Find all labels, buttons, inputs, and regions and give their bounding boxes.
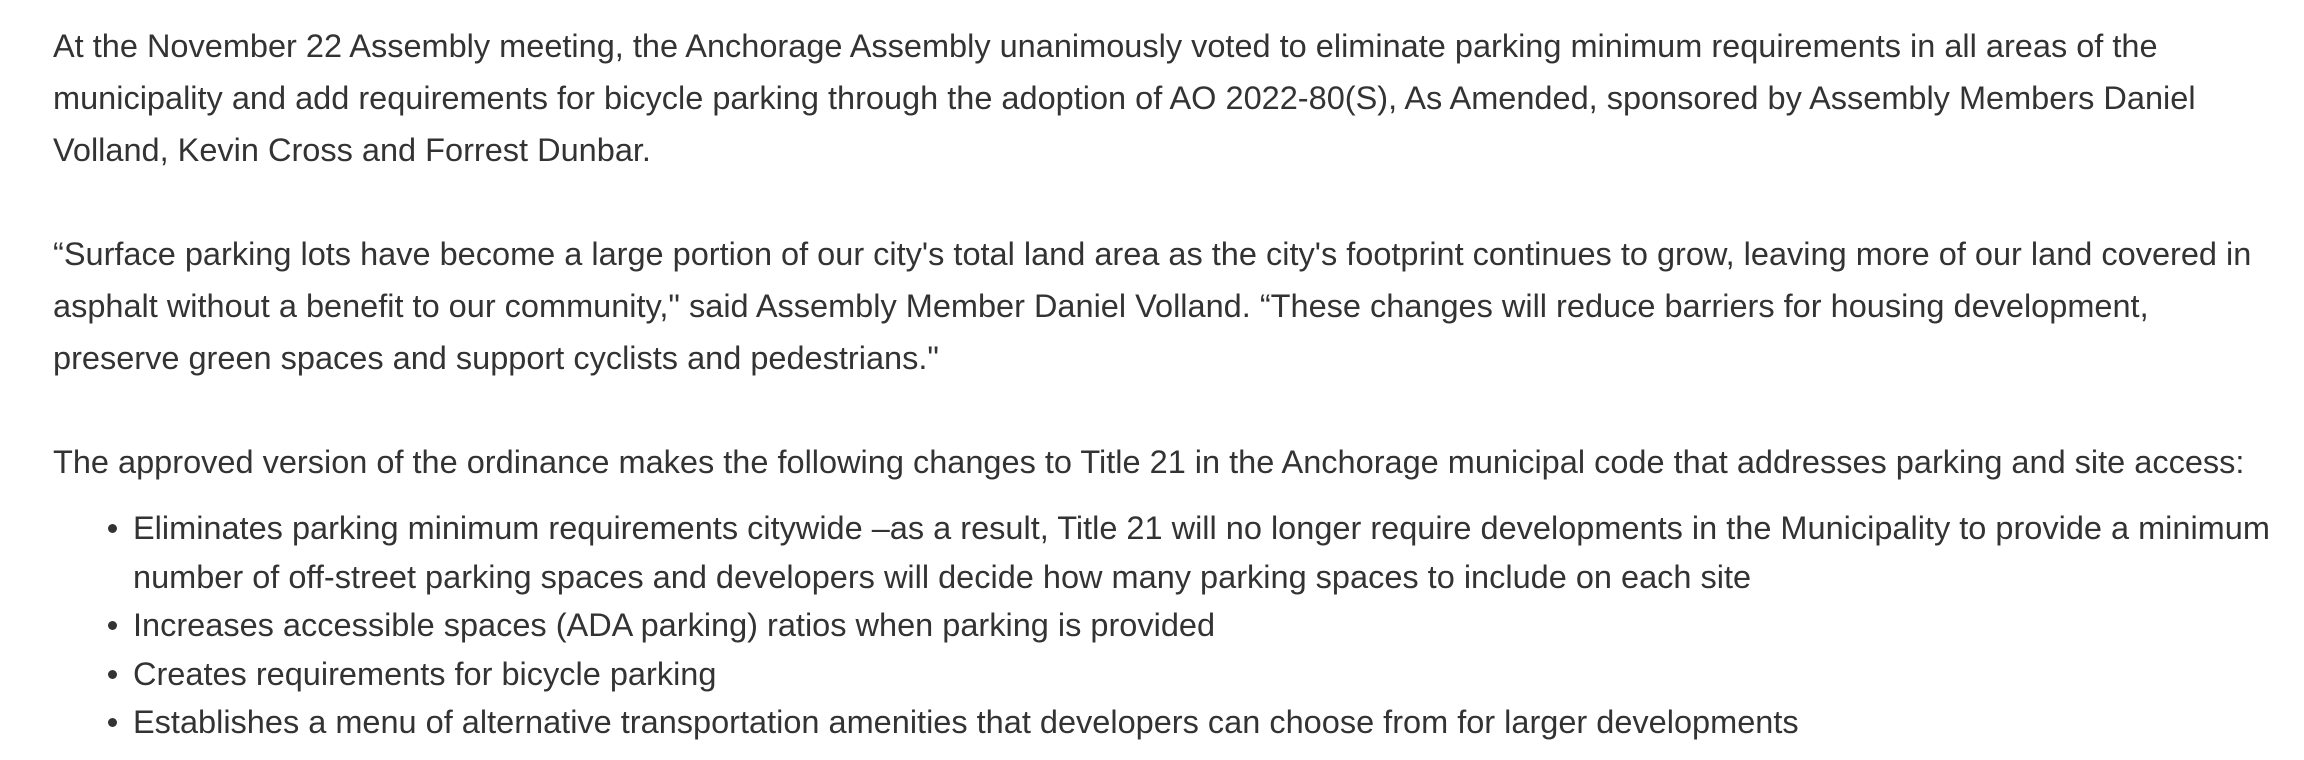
list-item: Eliminates parking minimum requirements … xyxy=(108,504,2273,601)
list-item: Establishes a menu of alternative transp… xyxy=(108,698,2273,747)
bullet-icon xyxy=(108,718,117,727)
list-item-text: Creates requirements for bicycle parking xyxy=(133,655,717,692)
article-body: At the November 22 Assembly meeting, the… xyxy=(53,28,2273,747)
bullet-icon xyxy=(108,621,117,630)
list-item-text: Establishes a menu of alternative transp… xyxy=(133,704,1799,740)
paragraph-assembly-vote: At the November 22 Assembly meeting, the… xyxy=(53,28,2196,168)
list-item-text: Increases accessible spaces (ADA parking… xyxy=(133,607,1216,643)
paragraph-ordinance-intro: The approved version of the ordinance ma… xyxy=(53,444,2245,480)
bullet-icon xyxy=(108,669,117,679)
list-item-text: Eliminates parking minimum requirements … xyxy=(133,510,2270,595)
list-item: Increases accessible spaces (ADA parking… xyxy=(108,601,2273,650)
list-item: Creates requirements for bicycle parking xyxy=(108,650,2273,699)
paragraph-volland-quote: “Surface parking lots have become a larg… xyxy=(53,236,2252,376)
bullet-icon xyxy=(108,524,117,533)
changes-list: Eliminates parking minimum requirements … xyxy=(53,504,2273,747)
